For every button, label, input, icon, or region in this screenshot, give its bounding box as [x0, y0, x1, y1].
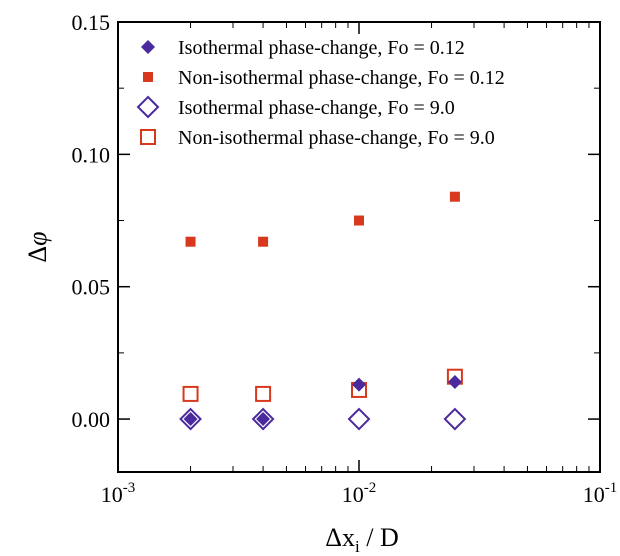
- data-point: [185, 236, 196, 247]
- tick-labels: 10-3 10-2 10-1 0.00 0.05 0.10 0.15: [72, 10, 618, 507]
- data-point: [256, 412, 271, 427]
- data-point: [449, 191, 460, 202]
- data-point: [354, 215, 364, 226]
- y-tick-label: 0.05: [72, 275, 111, 300]
- legend-label: Non-isothermal phase-change, Fo = 0.12: [178, 67, 505, 89]
- ticks: [117, 21, 601, 472]
- data-point: [251, 407, 275, 431]
- data-point: [443, 407, 467, 431]
- y-tick-label: 0.00: [72, 407, 111, 432]
- data-point: [352, 377, 366, 392]
- plot-frame: [117, 21, 601, 473]
- x-tick-label: 10-1: [583, 480, 618, 507]
- legend-marker: [140, 129, 156, 145]
- y-tick-label: 0.15: [72, 10, 111, 35]
- data-point: [255, 385, 272, 402]
- data-point: [447, 375, 462, 389]
- data-point: [183, 412, 198, 427]
- y-axis-label: Δφ: [23, 231, 52, 262]
- x-axis-label: Δxi / D: [325, 523, 398, 556]
- x-tick-label: 10-2: [342, 480, 377, 507]
- data-point: [179, 407, 202, 431]
- legend-label: Isothermal phase-change, Fo = 0.12: [178, 37, 465, 59]
- legend: Isothermal phase-change, Fo = 0.12 Non-is…: [136, 37, 505, 149]
- data-point: [347, 407, 371, 431]
- legend-label: Isothermal phase-change, Fo = 9.0: [178, 97, 455, 119]
- legend-marker: [143, 72, 153, 82]
- data-point: [258, 236, 269, 247]
- x-tick-label: 10-3: [101, 480, 136, 507]
- data-points: [179, 191, 467, 431]
- y-tick-label: 0.10: [72, 142, 111, 167]
- legend-marker: [136, 95, 160, 119]
- data-point: [182, 385, 199, 402]
- legend-label: Non-isothermal phase-change, Fo = 9.0: [178, 127, 495, 149]
- legend-marker: [141, 40, 155, 54]
